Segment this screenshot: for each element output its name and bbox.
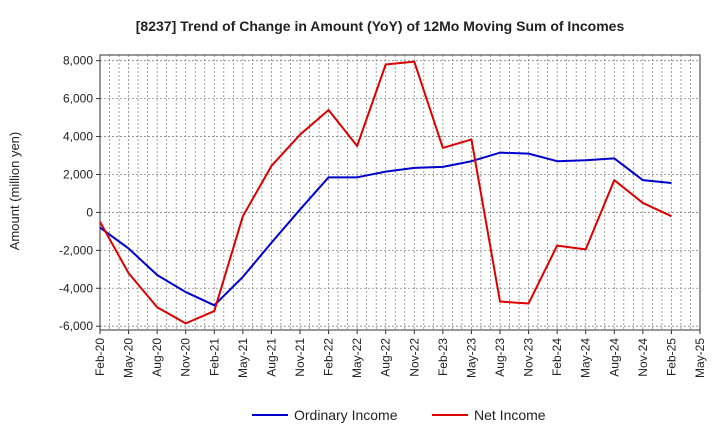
x-tick-label: Nov-21: [293, 338, 307, 377]
x-tick-label: Nov-22: [407, 338, 421, 377]
legend-label: Net Income: [474, 407, 546, 423]
x-tick-labels: Feb-20 May-20 Aug-20 Nov-20 Feb-21 May-21 Aug-…: [93, 330, 707, 378]
x-tick-label: May-25: [693, 338, 707, 378]
x-tick-label: Feb-21: [207, 338, 221, 376]
x-tick-label: Feb-20: [93, 338, 107, 376]
y-tick-labels: -6,000 -4,000 -2,000 0 2,000 4,000 6,000 8,000: [59, 54, 100, 333]
x-tick-label: Aug-20: [150, 338, 164, 377]
legend: Ordinary Income Net Income: [252, 407, 546, 423]
chart-title: [8237] Trend of Change in Amount (YoY) o…: [136, 18, 625, 34]
x-tick-label: Nov-23: [522, 338, 536, 377]
x-tick-label: May-21: [236, 338, 250, 378]
y-tick-label: -4,000: [59, 281, 93, 295]
x-tick-label: Nov-20: [179, 338, 193, 377]
x-tick-label: Feb-24: [550, 338, 564, 376]
x-tick-label: Feb-22: [322, 338, 336, 376]
x-tick-label: May-24: [579, 338, 593, 378]
x-tick-label: Feb-23: [436, 338, 450, 376]
grid-lines: [99, 55, 701, 330]
y-tick-label: 4,000: [63, 130, 93, 144]
x-tick-label: Nov-24: [636, 338, 650, 377]
x-tick-label: May-22: [350, 338, 364, 378]
x-tick-label: May-23: [464, 338, 478, 378]
x-tick-label: Feb-25: [664, 338, 678, 376]
axes: [99, 54, 701, 331]
series-line-ordinary-income: [99, 151, 672, 307]
y-tick-label: -6,000: [59, 319, 93, 333]
plot-frame: [99, 54, 701, 331]
series-lines: [99, 60, 672, 325]
x-tick-label: Aug-23: [493, 338, 507, 377]
y-axis-label: Amount (million yen): [7, 132, 22, 251]
y-tick-label: -2,000: [59, 243, 93, 257]
series-line-net-income: [99, 60, 672, 325]
y-tick-label: 6,000: [63, 92, 93, 106]
x-tick-label: Aug-24: [607, 338, 621, 377]
x-tick-label: May-20: [122, 338, 136, 378]
x-tick-label: Aug-22: [379, 338, 393, 377]
x-tick-label: Aug-21: [264, 338, 278, 377]
y-tick-label: 8,000: [63, 54, 93, 68]
y-tick-label: 0: [86, 205, 93, 219]
legend-label: Ordinary Income: [294, 407, 398, 423]
y-tick-label: 2,000: [63, 167, 93, 181]
